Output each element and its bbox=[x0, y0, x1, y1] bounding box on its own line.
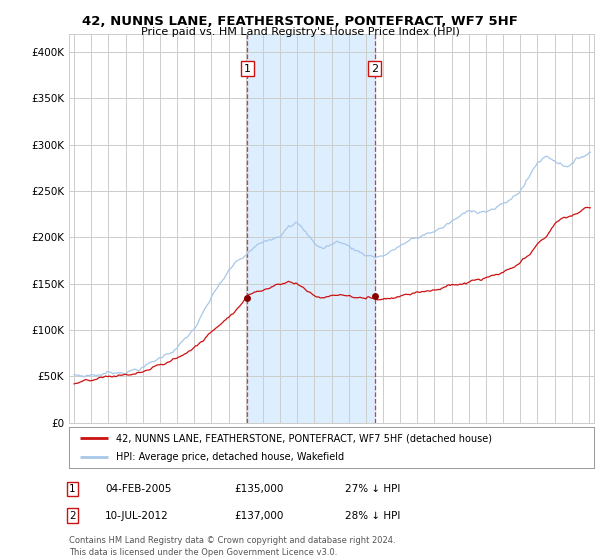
Text: 42, NUNNS LANE, FEATHERSTONE, PONTEFRACT, WF7 5HF (detached house): 42, NUNNS LANE, FEATHERSTONE, PONTEFRACT… bbox=[116, 433, 492, 443]
Bar bbox=[247, 34, 375, 423]
Text: HPI: Average price, detached house, Wakefield: HPI: Average price, detached house, Wake… bbox=[116, 452, 344, 461]
Text: Contains HM Land Registry data © Crown copyright and database right 2024.
This d: Contains HM Land Registry data © Crown c… bbox=[69, 536, 395, 557]
Text: 2: 2 bbox=[69, 511, 76, 521]
Text: 42, NUNNS LANE, FEATHERSTONE, PONTEFRACT, WF7 5HF: 42, NUNNS LANE, FEATHERSTONE, PONTEFRACT… bbox=[82, 15, 518, 27]
Text: £137,000: £137,000 bbox=[234, 511, 283, 521]
Text: 04-FEB-2005: 04-FEB-2005 bbox=[105, 484, 172, 494]
Text: 1: 1 bbox=[244, 64, 251, 73]
Text: 2: 2 bbox=[371, 64, 378, 73]
Text: 1: 1 bbox=[69, 484, 76, 494]
Text: £135,000: £135,000 bbox=[234, 484, 283, 494]
Text: 27% ↓ HPI: 27% ↓ HPI bbox=[345, 484, 400, 494]
Text: 10-JUL-2012: 10-JUL-2012 bbox=[105, 511, 169, 521]
Text: Price paid vs. HM Land Registry's House Price Index (HPI): Price paid vs. HM Land Registry's House … bbox=[140, 27, 460, 37]
Text: 28% ↓ HPI: 28% ↓ HPI bbox=[345, 511, 400, 521]
